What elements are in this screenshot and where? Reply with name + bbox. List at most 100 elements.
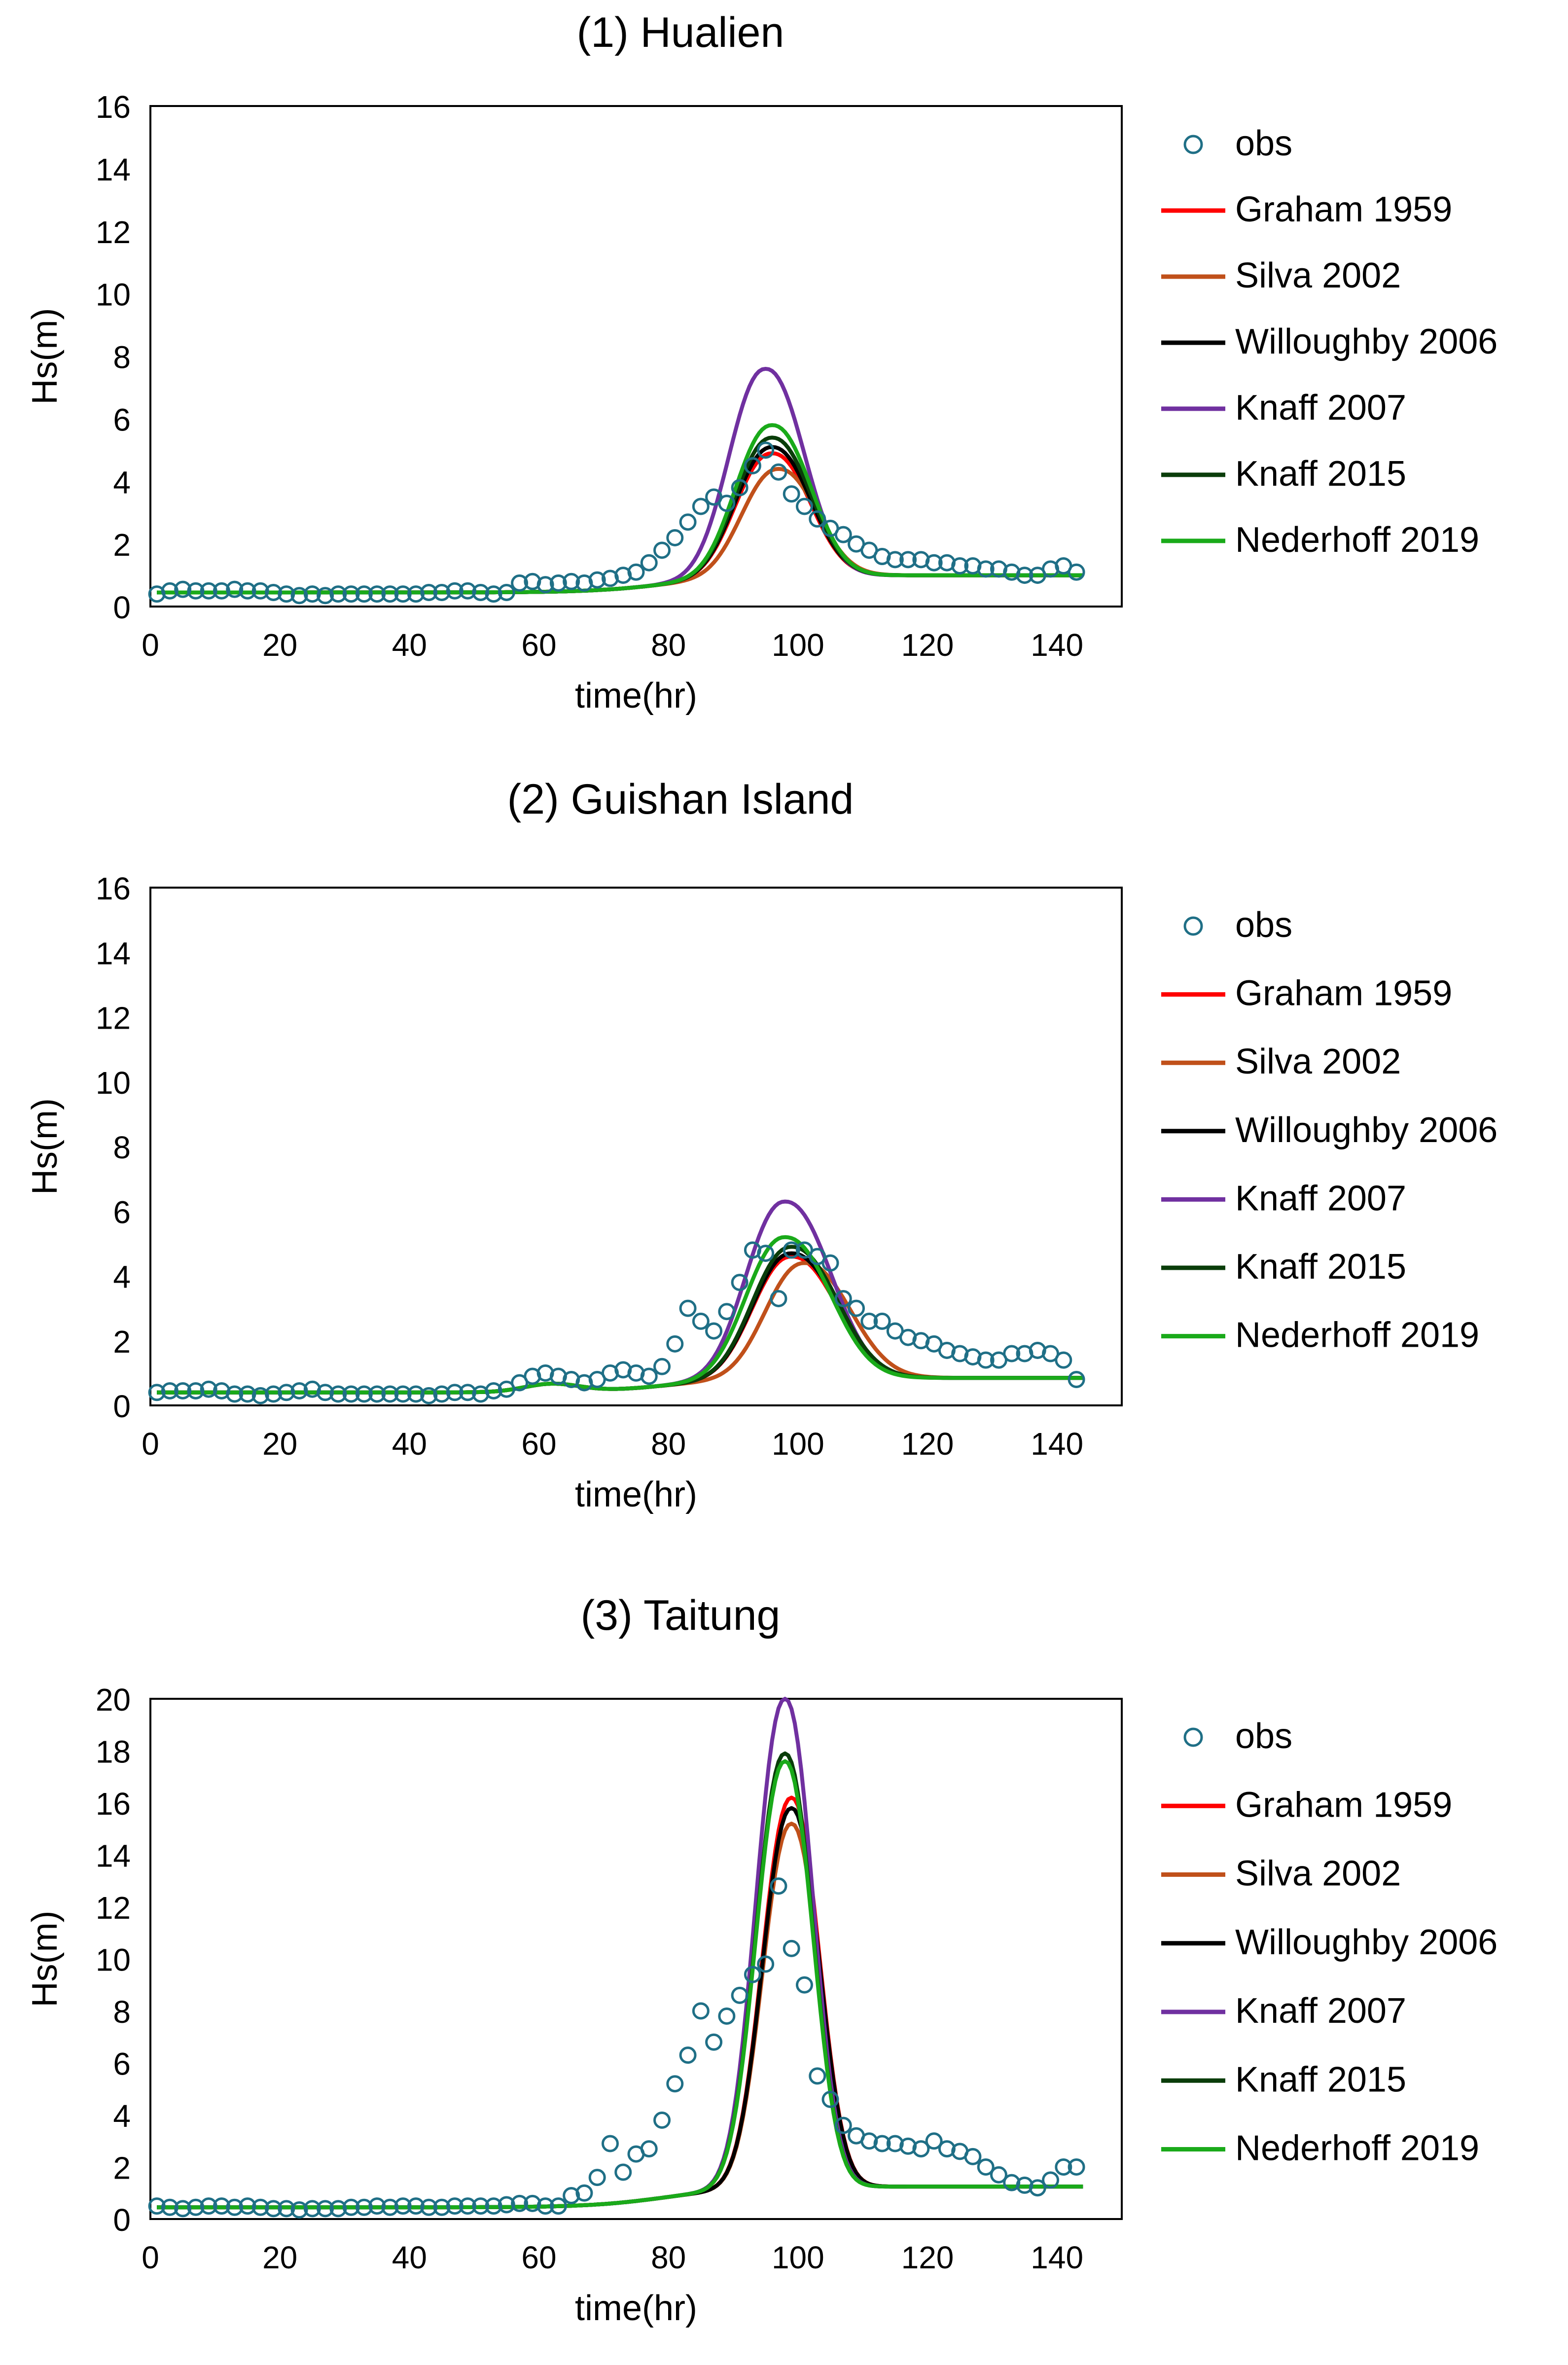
obs-point bbox=[601, 2135, 619, 2152]
chart-panel-2: (2) Guishan Island 0 2 4 6 8 10 12 14 16 0 20 40 60 80… bbox=[25, 776, 1497, 1514]
x-tick-label: 80 bbox=[651, 627, 686, 663]
legend: obs Graham 1959 Silva 2002 Willoughby 2006 K… bbox=[1161, 905, 1497, 1355]
obs-point bbox=[161, 582, 178, 600]
obs-point bbox=[563, 2187, 580, 2205]
obs-point bbox=[640, 1367, 658, 1385]
y-tick-label: 14 bbox=[96, 935, 131, 971]
legend-label: Willoughby 2006 bbox=[1235, 1923, 1497, 1962]
obs-point bbox=[368, 2197, 386, 2215]
plot-area bbox=[149, 105, 1123, 608]
obs-point bbox=[278, 1384, 295, 1401]
obs-point bbox=[783, 1939, 800, 1957]
obs-point bbox=[459, 582, 477, 600]
y-tick-label: 14 bbox=[96, 152, 131, 187]
obs-point bbox=[239, 2197, 256, 2215]
y-tick-label: 2 bbox=[113, 527, 131, 563]
obs-point bbox=[990, 2166, 1007, 2184]
legend-marker-obs bbox=[1183, 916, 1203, 936]
obs-point bbox=[290, 1382, 308, 1399]
legend-label: Knaff 2015 bbox=[1235, 1247, 1406, 1287]
obs-point bbox=[821, 2090, 839, 2108]
legend: obs Graham 1959 Silva 2002 Willoughby 2006 K… bbox=[1161, 124, 1497, 560]
obs-point bbox=[265, 583, 283, 601]
obs-point bbox=[342, 2198, 360, 2216]
x-tick-label: 100 bbox=[772, 2240, 824, 2275]
obs-point bbox=[239, 582, 256, 600]
obs-point bbox=[1068, 2158, 1085, 2176]
y-tick-label: 10 bbox=[96, 1942, 131, 1978]
legend-marker-obs bbox=[1183, 135, 1203, 154]
series-line-silva-2002 bbox=[157, 1261, 1083, 1395]
obs-point bbox=[368, 585, 386, 603]
obs-point bbox=[342, 1385, 360, 1403]
obs-point bbox=[446, 1384, 463, 1401]
y-tick-label: 4 bbox=[113, 465, 131, 500]
obs-point bbox=[485, 2197, 502, 2215]
obs-point bbox=[718, 2007, 736, 2025]
obs-point bbox=[278, 2200, 295, 2218]
chart-panel-1: (1) Hualien 0 2 4 6 8 10 12 14 16 0 20 40 60 80 100 120 1… bbox=[25, 9, 1497, 716]
y-tick-label: 10 bbox=[96, 277, 131, 313]
obs-point bbox=[187, 582, 205, 600]
obs-point bbox=[1068, 563, 1085, 581]
series-line-knaff-2015 bbox=[157, 1245, 1083, 1395]
y-axis-label: Hs(m) bbox=[25, 1098, 65, 1195]
obs-point bbox=[355, 2198, 373, 2216]
obs-point bbox=[666, 529, 684, 546]
obs-point bbox=[757, 1955, 775, 1973]
y-tick-label: 0 bbox=[113, 590, 131, 625]
y-tick-label: 2 bbox=[113, 2150, 131, 2186]
obs-point bbox=[860, 2132, 878, 2150]
obs-point bbox=[757, 1245, 775, 1262]
obs-point bbox=[213, 2197, 230, 2215]
legend-label: Silva 2002 bbox=[1235, 1854, 1401, 1894]
obs-point bbox=[161, 1382, 178, 1399]
y-axis-label: Hs(m) bbox=[25, 308, 65, 405]
obs-point bbox=[251, 2198, 269, 2216]
x-tick-label: 140 bbox=[1031, 1426, 1083, 1462]
legend-marker-obs bbox=[1183, 1727, 1203, 1747]
obs-point bbox=[148, 1384, 166, 1401]
obs-point bbox=[1055, 1351, 1072, 1369]
obs-point bbox=[187, 2198, 205, 2216]
obs-point bbox=[563, 573, 580, 590]
legend: obs Graham 1959 Silva 2002 Willoughby 2006 K… bbox=[1161, 1717, 1497, 2168]
obs-point bbox=[679, 2046, 697, 2064]
legend-label: Willoughby 2006 bbox=[1235, 322, 1497, 361]
series-line-nederhoff-2019 bbox=[157, 1759, 1083, 2210]
legend-label: Silva 2002 bbox=[1235, 256, 1401, 295]
obs-point bbox=[148, 2197, 166, 2215]
x-tick-label: 40 bbox=[392, 627, 427, 663]
series-line-graham-1959 bbox=[157, 1795, 1083, 2210]
x-tick-label: 140 bbox=[1031, 627, 1083, 663]
obs-point bbox=[485, 1382, 502, 1399]
obs-point bbox=[200, 582, 217, 600]
y-tick-label: 8 bbox=[113, 1994, 131, 2030]
obs-point bbox=[433, 1385, 451, 1403]
y-tick-label: 16 bbox=[96, 871, 131, 906]
obs-point bbox=[692, 1312, 710, 1330]
obs-point bbox=[899, 2137, 917, 2155]
obs-point bbox=[744, 1966, 761, 1983]
obs-points bbox=[148, 1877, 1085, 2219]
obs-point bbox=[1042, 2171, 1060, 2189]
obs-point bbox=[588, 2169, 606, 2186]
obs-point bbox=[886, 551, 904, 569]
y-tick-label: 6 bbox=[113, 402, 131, 437]
obs-point bbox=[757, 441, 775, 459]
x-tick-label: 60 bbox=[521, 2240, 556, 2275]
obs-point bbox=[174, 1382, 192, 1399]
obs-point bbox=[627, 563, 645, 581]
obs-point bbox=[770, 1290, 787, 1307]
obs-point bbox=[718, 495, 736, 512]
obs-point bbox=[640, 554, 658, 572]
obs-point bbox=[381, 585, 399, 603]
obs-point bbox=[977, 2158, 995, 2176]
obs-point bbox=[459, 2197, 477, 2215]
y-axis-label: Hs(m) bbox=[25, 1911, 65, 2007]
obs-point bbox=[329, 1385, 347, 1403]
x-tick-label: 80 bbox=[651, 1426, 686, 1462]
obs-point bbox=[394, 1385, 412, 1403]
obs-point bbox=[795, 1976, 813, 1994]
